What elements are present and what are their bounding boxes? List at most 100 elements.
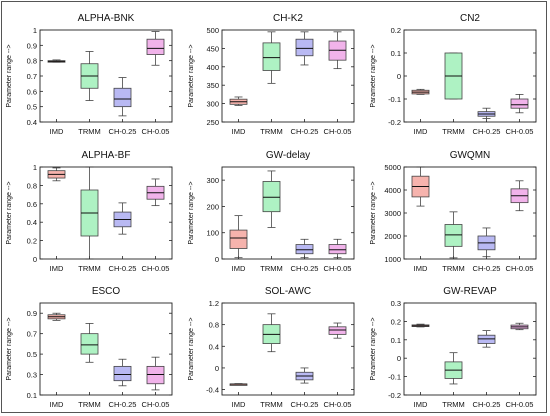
x-tick-label: IMD — [414, 264, 428, 273]
chart-panel-1: CH-K2 Parameter range --> 250 300 350 400 450 5… — [188, 13, 355, 136]
chart-panel-8: GW-REVAP Parameter range --> -0.2 -0.1 0 0.1 0… — [370, 286, 537, 409]
y-tick-label: -0.4 — [206, 386, 219, 395]
y-tick-label: 0.2 — [391, 26, 401, 35]
x-tick-label: TRMM — [78, 127, 101, 136]
y-tick-label: 2000 — [384, 232, 401, 241]
box-imd — [229, 383, 248, 386]
box-ch-025 — [295, 31, 314, 66]
box-ch-005 — [510, 94, 529, 114]
chart-title: ALPHA-BF — [82, 150, 131, 161]
box-body — [262, 181, 281, 213]
x-tick-label: CH-0.25 — [291, 400, 319, 409]
chart-panel-5: GWQMN Parameter range --> 1000 2000 3000 4000… — [370, 150, 537, 273]
y-tick-label: 1.2 — [209, 299, 219, 308]
plot-area — [221, 302, 355, 396]
box-body — [229, 229, 248, 249]
y-axis-label: Parameter range --> — [6, 317, 13, 380]
chart-panel-6: ESCO Parameter range --> 0.1 0.3 0.5 0.7 0.9 IM… — [6, 286, 173, 409]
box-body — [295, 244, 314, 255]
y-tick-label: 300 — [206, 176, 219, 185]
y-tick-label: 1000 — [384, 255, 401, 264]
chart-panel-4: GW-delay Parameter range --> 0 100 200 300 IMD… — [188, 150, 355, 273]
chart-panel-2: CN2 Parameter range --> -0.2 -0.1 0 0.1 0.2 IMD… — [370, 13, 537, 136]
y-tick-label: 450 — [206, 44, 219, 53]
y-tick-label: 500 — [206, 26, 219, 35]
box-ch-025 — [113, 358, 132, 387]
y-tick-label: 1 — [33, 26, 37, 35]
box-trmm — [80, 323, 99, 363]
y-axis-label: Parameter range --> — [370, 317, 377, 380]
x-tick-label: TRMM — [442, 264, 465, 273]
y-tick-label: 0.9 — [27, 309, 37, 318]
box-body — [328, 326, 347, 335]
x-tick-label: CH-0.05 — [324, 127, 352, 136]
x-tick-label: IMD — [232, 127, 246, 136]
x-tick-label: TRMM — [260, 400, 283, 409]
x-tick-label: CH-0.05 — [506, 264, 534, 273]
x-tick-label: CH-0.05 — [142, 264, 170, 273]
box-trmm — [262, 170, 281, 228]
box-ch-005 — [328, 31, 347, 70]
x-tick-label: IMD — [414, 127, 428, 136]
y-axis-label: Parameter range --> — [188, 44, 195, 107]
y-tick-label: 0.8 — [209, 321, 219, 330]
y-tick-label: 0.7 — [27, 72, 37, 81]
box-imd — [411, 323, 430, 328]
x-tick-label: IMD — [414, 400, 428, 409]
y-tick-label: 0.8 — [27, 181, 37, 190]
box-ch-025 — [477, 107, 496, 119]
y-tick-label: 1 — [33, 163, 37, 172]
box-ch-025 — [477, 330, 496, 348]
y-tick-label: -0.2 — [388, 118, 401, 127]
y-tick-label: 0.5 — [27, 350, 37, 359]
y-tick-label: 0 — [397, 72, 401, 81]
chart-title: GW-delay — [266, 150, 310, 161]
box-body — [262, 42, 281, 71]
box-ch-025 — [295, 367, 314, 384]
y-tick-label: 0.4 — [209, 342, 219, 351]
x-tick-label: CH-0.25 — [473, 127, 501, 136]
y-axis-label: Parameter range --> — [188, 317, 195, 380]
y-tick-label: -0.1 — [388, 373, 401, 382]
plot-area — [403, 302, 537, 396]
plot-area — [221, 166, 355, 260]
box-trmm — [80, 166, 99, 260]
y-tick-label: 100 — [206, 229, 219, 238]
y-tick-label: 0.4 — [27, 118, 37, 127]
box-trmm — [444, 352, 463, 385]
x-tick-label: TRMM — [78, 400, 101, 409]
y-tick-label: 0 — [215, 255, 219, 264]
y-tick-label: 0 — [397, 354, 401, 363]
box-trmm — [80, 51, 99, 101]
y-axis-label: Parameter range --> — [188, 181, 195, 244]
box-ch-025 — [477, 227, 496, 258]
box-body — [295, 38, 314, 57]
y-tick-label: 0.1 — [27, 391, 37, 400]
box-imd — [229, 96, 248, 106]
plot-area — [39, 166, 173, 260]
chart-title: ALPHA-BNK — [78, 13, 135, 24]
chart-panel-7: SOL-AWC Parameter range --> -0.4 0 0.4 0.8 1.2… — [188, 286, 355, 409]
y-tick-label: 0.7 — [27, 330, 37, 339]
box-ch-005 — [328, 322, 347, 339]
y-axis-label: Parameter range --> — [370, 44, 377, 107]
x-tick-label: IMD — [50, 400, 64, 409]
y-tick-label: -0.1 — [388, 95, 401, 104]
y-tick-label: 0 — [33, 255, 37, 264]
y-tick-label: 5000 — [384, 163, 401, 172]
box-ch-005 — [510, 180, 529, 212]
chart-title: CN2 — [460, 13, 480, 24]
box-trmm — [262, 31, 281, 84]
y-tick-label: 300 — [206, 100, 219, 109]
x-tick-label: TRMM — [78, 264, 101, 273]
y-tick-label: 350 — [206, 81, 219, 90]
y-tick-label: -0.2 — [388, 391, 401, 400]
plot-area — [403, 166, 537, 260]
x-tick-label: CH-0.25 — [473, 264, 501, 273]
y-tick-label: 0.5 — [27, 103, 37, 112]
x-tick-label: IMD — [50, 264, 64, 273]
y-tick-label: 400 — [206, 63, 219, 72]
